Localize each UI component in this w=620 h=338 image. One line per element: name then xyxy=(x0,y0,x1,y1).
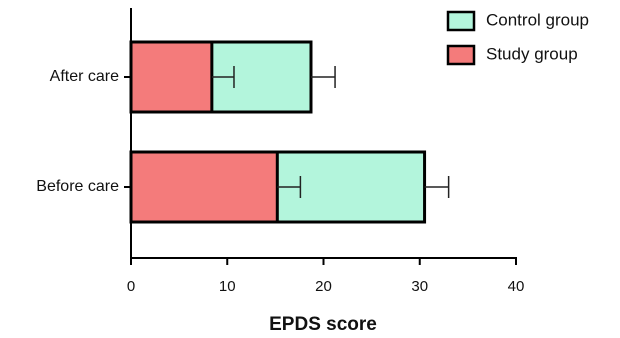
x-axis-title: EPDS score xyxy=(269,314,377,335)
x-tick-label: 30 xyxy=(411,278,428,295)
x-tick-label: 0 xyxy=(127,278,135,295)
error-bar xyxy=(277,176,302,198)
x-tick-label: 10 xyxy=(219,278,236,295)
x-tick-label: 20 xyxy=(315,278,332,295)
error-bar xyxy=(424,176,450,198)
x-tick-label: 40 xyxy=(508,278,525,295)
y-tick-label: Before care xyxy=(36,178,119,195)
legend-swatch xyxy=(446,44,476,66)
legend-label: Control group xyxy=(486,10,589,29)
y-tick-label: After care xyxy=(50,68,119,85)
error-bar xyxy=(211,66,235,88)
legend-label: Study group xyxy=(486,44,578,63)
error-bar xyxy=(310,66,336,88)
legend-swatch xyxy=(446,10,476,32)
bar xyxy=(129,150,279,224)
bar xyxy=(129,40,214,114)
